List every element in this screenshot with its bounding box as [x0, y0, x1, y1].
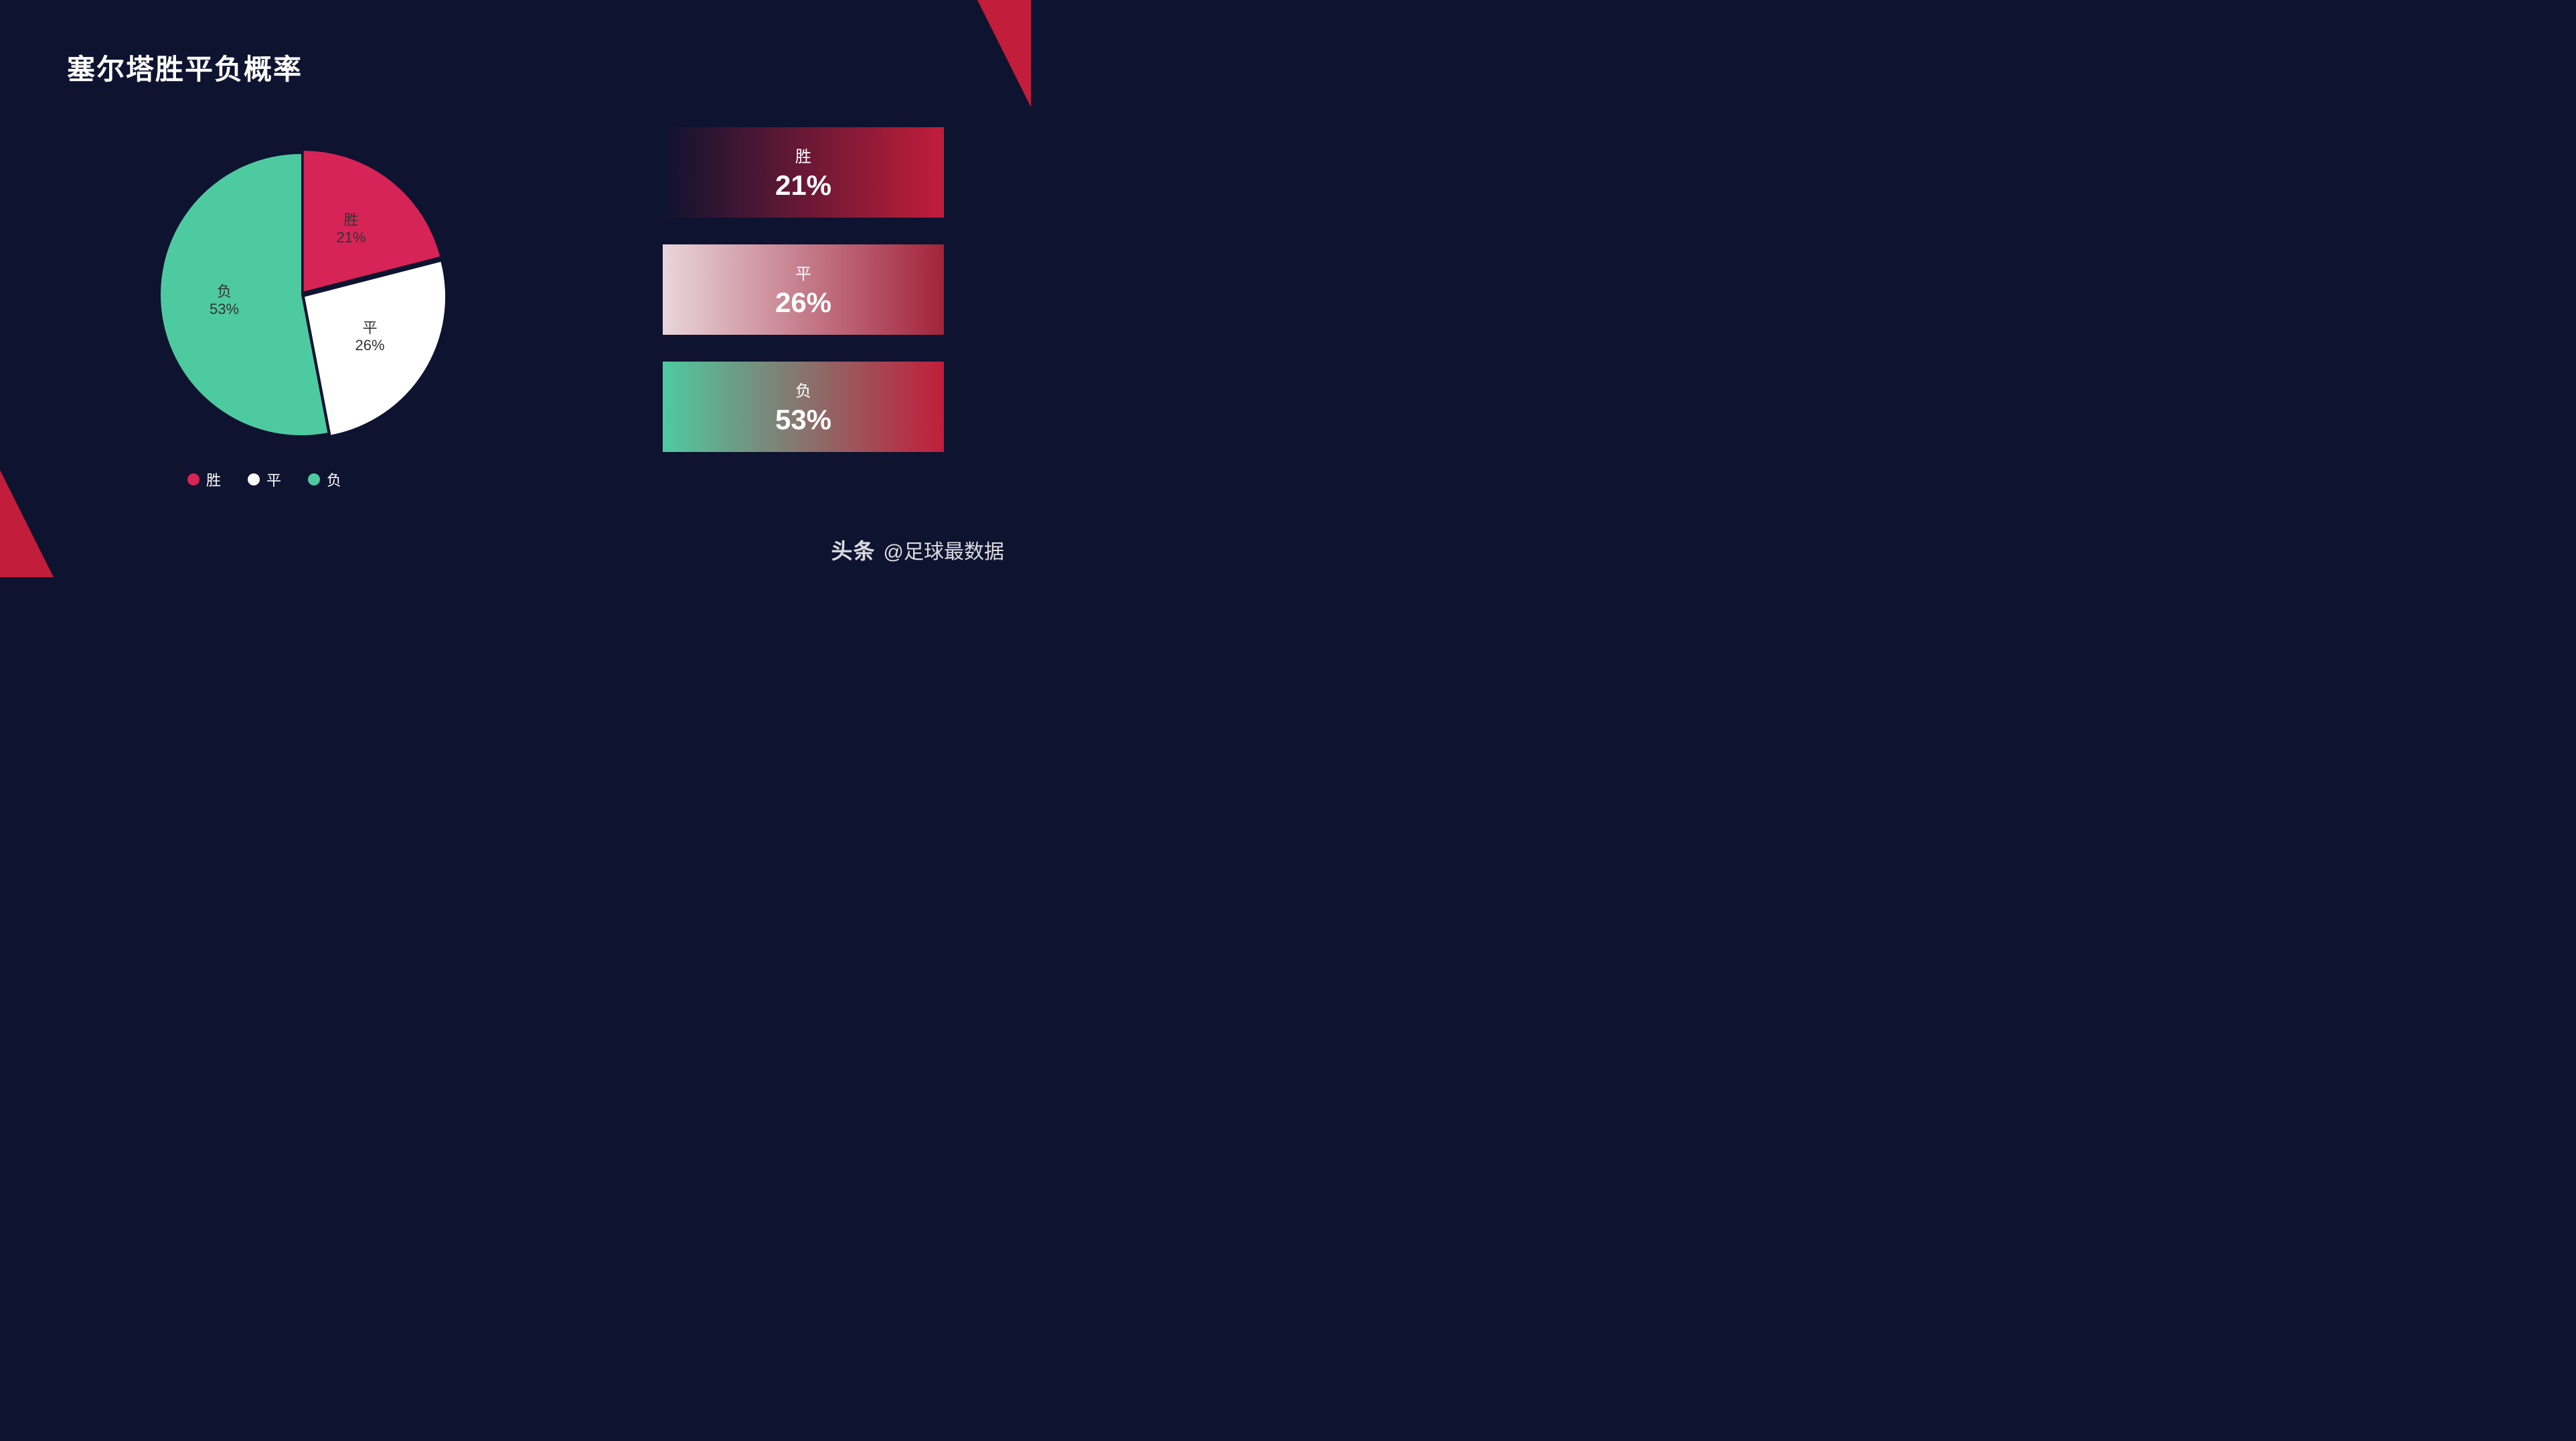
corner-accent-bottom-left [0, 470, 54, 577]
pie-slice-percent: 21% [336, 229, 366, 246]
legend-item: 胜 [187, 469, 221, 490]
stat-card-label: 平 [795, 260, 811, 284]
stat-card: 平 26% [663, 244, 944, 335]
watermark: 头条 @足球最数据 [831, 534, 1004, 565]
stat-card-value: 26% [775, 287, 831, 319]
legend-dot-icon [248, 473, 260, 485]
stat-card: 胜21% [663, 127, 944, 218]
legend-dot-icon [308, 473, 320, 485]
legend-label: 胜 [206, 469, 221, 490]
pie-slice-负 [161, 154, 327, 435]
stat-card-value: 21% [775, 169, 831, 202]
pie-slice-label: 负 [217, 283, 232, 300]
pie-slice-label: 平 [363, 319, 378, 336]
pie-slice-label: 胜 [343, 212, 358, 228]
pie-slice-percent: 53% [210, 301, 239, 317]
legend-item: 平 [248, 469, 281, 490]
pie-slice-percent: 26% [355, 337, 385, 354]
stat-card-label: 胜 [795, 143, 811, 167]
legend-item: 负 [308, 469, 341, 490]
watermark-handle: @足球最数据 [884, 535, 1004, 564]
page-title: 塞尔塔胜平负概率 [67, 47, 303, 88]
legend-label: 平 [266, 469, 281, 490]
corner-accent-top-right [977, 0, 1031, 107]
stat-card-value: 53% [775, 404, 831, 436]
legend-dot-icon [187, 473, 199, 485]
stat-cards: 胜21% 平 26% 负 53% [663, 127, 944, 452]
pie-chart: 胜21% 平26% 负53% [134, 127, 469, 462]
chart-legend: 胜平负 [187, 469, 341, 490]
stat-card-label: 负 [795, 378, 811, 401]
legend-label: 负 [327, 469, 341, 490]
stat-card: 负 53% [663, 362, 944, 452]
watermark-logo: 头条 [831, 534, 876, 565]
